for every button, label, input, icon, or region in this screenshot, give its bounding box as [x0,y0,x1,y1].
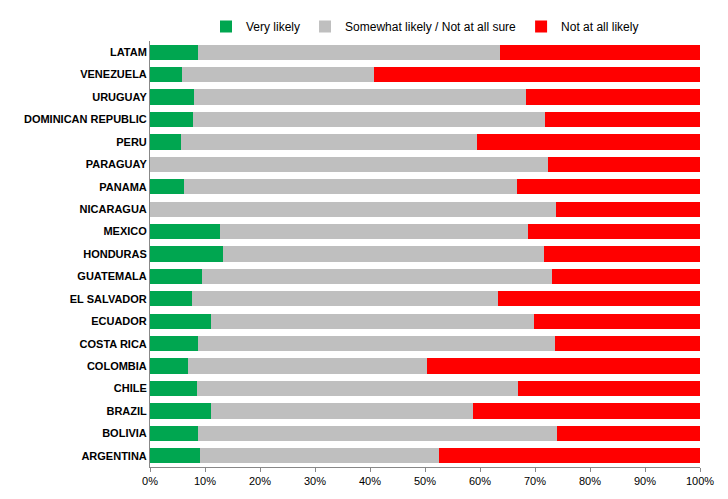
svg-text:ARGENTINA: ARGENTINA [81,450,146,462]
svg-text:COSTA RICA: COSTA RICA [80,338,147,350]
svg-text:VENEZUELA: VENEZUELA [80,68,147,80]
svg-text:BOLIVIA: BOLIVIA [102,427,147,439]
svg-text:DOMINICAN REPUBLIC: DOMINICAN REPUBLIC [24,113,147,125]
svg-text:COLOMBIA: COLOMBIA [87,360,147,372]
svg-text:EL SALVADOR: EL SALVADOR [70,293,147,305]
svg-text:80%: 80% [579,475,601,487]
svg-text:GUATEMALA: GUATEMALA [77,270,147,282]
svg-text:100%: 100% [686,475,714,487]
svg-text:30%: 30% [304,475,326,487]
svg-text:HONDURAS: HONDURAS [83,248,147,260]
svg-text:50%: 50% [414,475,436,487]
svg-text:PARAGUAY: PARAGUAY [86,158,148,170]
svg-text:20%: 20% [249,475,271,487]
svg-text:URUGUAY: URUGUAY [92,91,147,103]
svg-text:Not at all likely: Not at all likely [561,20,638,34]
svg-text:NICARAGUA: NICARAGUA [80,203,147,215]
svg-text:MEXICO: MEXICO [103,225,147,237]
svg-text:BRAZIL: BRAZIL [106,405,147,417]
svg-text:Very likely: Very likely [246,20,300,34]
svg-text:0%: 0% [142,475,158,487]
svg-text:LATAM: LATAM [110,46,147,58]
svg-text:70%: 70% [524,475,546,487]
svg-text:40%: 40% [359,475,381,487]
svg-text:PANAMA: PANAMA [99,181,147,193]
svg-text:PERU: PERU [116,136,147,148]
svg-text:60%: 60% [469,475,491,487]
svg-text:10%: 10% [194,475,216,487]
svg-text:CHILE: CHILE [114,382,147,394]
svg-text:90%: 90% [634,475,656,487]
svg-text:Somewhat likely / Not at all s: Somewhat likely / Not at all sure [345,20,516,34]
svg-text:ECUADOR: ECUADOR [91,315,147,327]
